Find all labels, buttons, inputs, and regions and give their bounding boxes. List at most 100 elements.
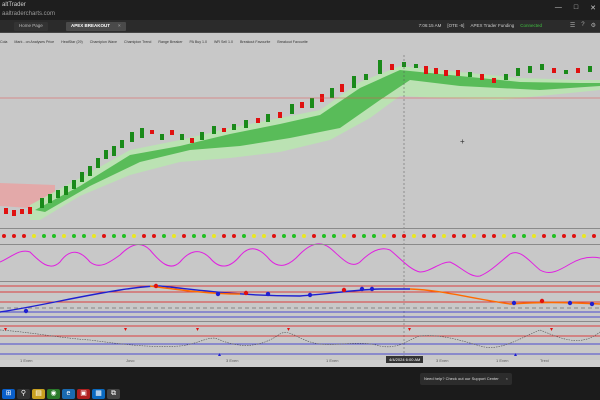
signal-dot (592, 234, 596, 238)
bear-candle (340, 84, 344, 92)
signal-dot (562, 234, 566, 238)
down-arrow-icon (4, 328, 7, 331)
signal-dot (172, 234, 176, 238)
bull-candle (200, 132, 204, 140)
close-icon[interactable]: × (505, 376, 508, 381)
indicator-label[interactable]: Chamipion Wave (89, 40, 117, 44)
bear-candle (456, 70, 460, 76)
trend-marker (567, 300, 573, 306)
signal-dot (132, 234, 136, 238)
edge-icon[interactable]: e (62, 389, 75, 399)
signal-dot (242, 234, 246, 238)
signal-dot (62, 234, 66, 238)
signal-dot (442, 234, 446, 238)
bull-candle (88, 166, 92, 176)
indicator-label[interactable]: WR Sell 1.0 (214, 40, 234, 44)
bull-candle (352, 76, 356, 88)
start-icon[interactable]: ⊞ (2, 389, 15, 399)
signal-dot (232, 234, 236, 238)
bull-candle (80, 172, 84, 182)
signal-dot (42, 234, 46, 238)
bull-candle (180, 134, 184, 140)
up-arrow-icon (218, 353, 221, 356)
mode-badge: [OTE -6] (447, 23, 465, 28)
chrome-icon[interactable]: ◉ (47, 389, 60, 399)
bull-candle (160, 134, 164, 140)
settings-icon[interactable]: ⚙ (590, 23, 596, 29)
app-icon[interactable]: ▣ (77, 389, 90, 399)
bull-candle (266, 114, 270, 122)
app-title: altTrader (2, 2, 26, 8)
connection-status: Connected (520, 23, 542, 28)
signal-dot (12, 234, 16, 238)
menu-icon[interactable]: ☰ (569, 23, 576, 29)
close-tab-icon[interactable]: × (118, 23, 121, 28)
indicator-label[interactable]: Chamipion Trend (123, 40, 152, 44)
bear-candle (170, 130, 174, 135)
down-arrow-icon (124, 328, 127, 331)
header-info: 7:06:15 AM [OTE -6] APEX Trader Funding … (419, 23, 542, 28)
signal-dot (502, 234, 506, 238)
bear-candle (222, 128, 226, 132)
indicator-label[interactable]: HeatStar (29) (61, 40, 83, 44)
signal-dot (542, 234, 546, 238)
bull-candle (468, 72, 472, 77)
tab-apex-breakout[interactable]: APEX BREAKOUT × (66, 22, 126, 31)
signal-dot (142, 234, 146, 238)
time-tick: 3 Even (226, 358, 239, 363)
bull-candle (290, 104, 294, 114)
bear-candle (12, 210, 16, 216)
search-icon[interactable]: ⚲ (17, 389, 30, 399)
bear-candle (444, 70, 448, 76)
signal-dot (462, 234, 466, 238)
panel-separator[interactable] (0, 321, 600, 322)
time-tick: 1 Even (326, 358, 339, 363)
maximize-button[interactable]: □ (573, 4, 579, 11)
signal-dot (522, 234, 526, 238)
down-arrow-icon (196, 328, 199, 331)
bull-candle (56, 190, 60, 198)
toast-text: Need help? Check out our Support Center (424, 376, 499, 381)
panel-separator[interactable] (0, 244, 600, 245)
bear-candle (576, 68, 580, 73)
indicator-label[interactable]: Mark - on Analyses Price (14, 40, 55, 44)
signal-dot (122, 234, 126, 238)
bull-candle (414, 64, 418, 68)
signal-dot (312, 234, 316, 238)
trading-app-icon[interactable]: ⧉ (107, 389, 120, 399)
bull-candle (504, 74, 508, 80)
trend-marker (265, 291, 271, 297)
time-tick: 3 Even (436, 358, 449, 363)
trend-marker (589, 301, 595, 307)
indicator-label[interactable]: PA Buy 1.0 (189, 40, 208, 44)
store-icon[interactable]: ▦ (92, 389, 105, 399)
signal-dot (2, 234, 6, 238)
signal-dot (582, 234, 586, 238)
help-icon[interactable]: ? (581, 22, 585, 28)
toolbar-icons: ☰ ? ⚙ (570, 22, 596, 29)
tab-label: APEX BREAKOUT (71, 23, 111, 28)
signal-dot (432, 234, 436, 238)
trend-marker-group (23, 283, 595, 314)
account-alert[interactable]: APEX Trader Funding (470, 23, 515, 28)
indicator-label[interactable]: Range Breaker (158, 40, 183, 44)
file-explorer-icon[interactable]: ▤ (32, 389, 45, 399)
signal-dot (22, 234, 26, 238)
minimize-button[interactable]: — (554, 4, 562, 11)
indicator-label[interactable]: Breakout Favourite (240, 40, 271, 44)
indicator-label[interactable]: Breakout Favourite (277, 40, 308, 44)
time-tick: Jovo (126, 358, 135, 363)
window-controls: — □ ✕ (555, 4, 596, 12)
bear-candle (492, 78, 496, 83)
signal-dot (202, 234, 206, 238)
bull-candle (48, 194, 52, 203)
signal-dot (362, 234, 366, 238)
panel-separator[interactable] (0, 281, 600, 282)
panel-separator[interactable] (0, 228, 600, 229)
outer-band (30, 66, 600, 220)
support-toast[interactable]: Need help? Check out our Support Center … (420, 373, 512, 385)
tab-home-page[interactable]: Home Page (14, 22, 48, 31)
crosshair-time-label: 4/4/2024 6:00 AM (386, 356, 424, 363)
indicator-label[interactable]: Cola (0, 40, 8, 44)
close-button[interactable]: ✕ (590, 5, 596, 12)
